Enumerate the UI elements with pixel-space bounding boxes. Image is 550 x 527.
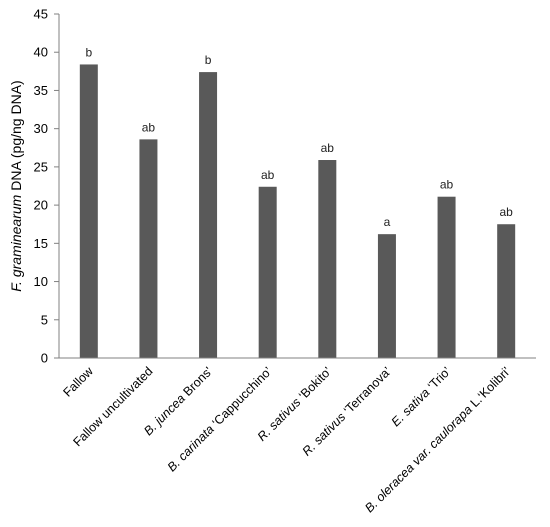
x-category-label: E. sativa ‘Trio’ — [389, 364, 454, 429]
significance-letter: ab — [142, 120, 156, 134]
bar — [377, 234, 396, 358]
y-tick-label: 25 — [34, 159, 48, 174]
significance-letter: ab — [261, 168, 275, 182]
y-axis-title: F. graminearum DNA (pg/ng DNA) — [8, 80, 24, 291]
y-tick-label: 20 — [34, 198, 48, 213]
significance-letter: a — [384, 215, 391, 229]
bar — [437, 196, 456, 358]
significance-letter: b — [205, 53, 212, 67]
bar — [258, 186, 277, 358]
y-tick-label: 30 — [34, 121, 48, 136]
significance-letter: ab — [500, 205, 514, 219]
y-tick-label: 5 — [41, 312, 48, 327]
bar — [79, 64, 98, 358]
bar — [139, 139, 158, 358]
y-axis-ticks: 0 5 10 15 20 25 30 35 40 45 — [34, 7, 59, 366]
x-category-label: B. carinata ‘Cappucchino’ — [165, 364, 275, 474]
bars-group — [79, 64, 516, 358]
y-tick-label: 35 — [34, 83, 48, 98]
bar — [318, 160, 337, 358]
y-tick-label: 40 — [34, 45, 48, 60]
bar — [497, 224, 516, 358]
y-tick-label: 10 — [34, 274, 48, 289]
axes — [58, 14, 536, 359]
y-tick-label: 15 — [34, 236, 48, 251]
significance-letter: ab — [440, 178, 454, 192]
x-category-label: Fallow — [60, 364, 96, 400]
significance-labels: b ab b ab ab a ab ab — [85, 45, 513, 229]
significance-letter: b — [85, 45, 92, 59]
y-axis-label: F. graminearum DNA (pg/ng DNA) — [8, 80, 24, 291]
y-tick-label: 0 — [41, 351, 48, 366]
significance-letter: ab — [321, 141, 335, 155]
bar — [199, 72, 218, 358]
y-tick-label: 45 — [34, 7, 48, 22]
